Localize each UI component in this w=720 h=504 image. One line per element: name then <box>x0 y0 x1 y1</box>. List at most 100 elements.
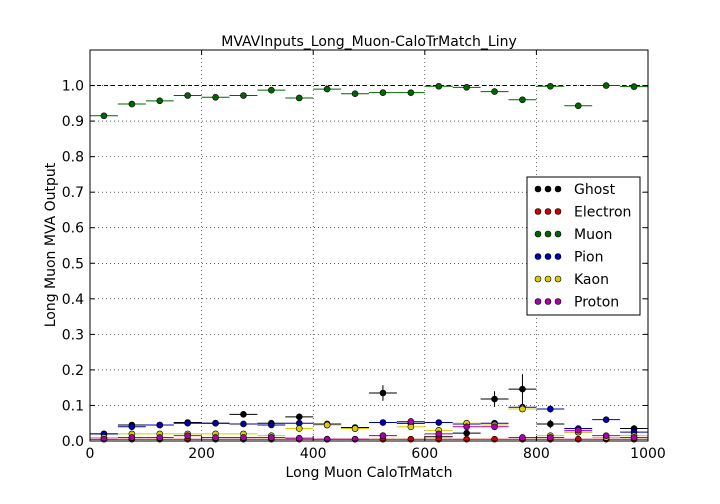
y-axis-label: Long Muon MVA Output <box>43 162 59 327</box>
data-point-pion <box>602 416 610 423</box>
legend-marker-pion <box>544 253 552 260</box>
data-point-proton <box>630 434 638 441</box>
data-point-pion <box>156 421 164 429</box>
legend-marker-proton <box>544 298 552 305</box>
x-tick-label: 1000 <box>630 446 666 462</box>
data-point-proton <box>212 434 219 441</box>
legend-marker-kaon <box>544 275 552 283</box>
data-point-ghost <box>295 413 303 421</box>
y-tick-label: 0.8 <box>62 150 84 166</box>
legend-marker-kaon <box>554 275 562 283</box>
data-point-proton <box>463 423 470 431</box>
data-point-ghost <box>463 429 470 437</box>
data-point-ghost <box>491 395 498 403</box>
legend-marker-ghost <box>554 185 562 193</box>
data-point-proton <box>519 434 526 441</box>
data-point-muon <box>463 84 470 91</box>
data-point-kaon <box>295 425 303 432</box>
y-tick-label: 0.4 <box>62 292 84 308</box>
data-point-proton <box>156 434 164 441</box>
series-muon <box>90 82 648 120</box>
data-point-pion <box>184 419 191 427</box>
y-tick-label: 0.9 <box>62 114 84 130</box>
data-point-muon <box>435 82 443 90</box>
data-point-proton <box>240 434 247 441</box>
data-point-pion <box>212 419 219 427</box>
data-point-proton <box>547 434 554 441</box>
x-tick-label: 200 <box>188 446 215 462</box>
legend-label-kaon: Kaon <box>574 272 609 288</box>
legend-marker-kaon <box>534 275 542 283</box>
data-point-proton <box>435 430 443 438</box>
legend-label-proton: Proton <box>574 295 619 311</box>
data-point-muon <box>184 92 191 99</box>
data-point-proton <box>268 434 275 441</box>
data-point-proton <box>602 432 610 439</box>
legend-marker-ghost <box>544 185 552 193</box>
data-point-muon <box>379 89 387 96</box>
data-point-pion <box>268 421 275 429</box>
y-tick-label: 0.3 <box>62 327 84 343</box>
legend-label-muon: Muon <box>574 227 612 243</box>
data-point-muon <box>212 93 219 101</box>
legend-label-pion: Pion <box>574 250 603 266</box>
data-point-muon <box>128 100 136 108</box>
data-point-muon <box>602 82 610 89</box>
data-point-muon <box>156 97 164 105</box>
data-point-muon <box>240 92 247 99</box>
y-tick-label: 1.0 <box>62 79 84 95</box>
data-point-muon <box>351 90 359 98</box>
legend-marker-electron <box>544 208 552 215</box>
data-point-ghost <box>240 411 247 418</box>
data-point-pion <box>128 423 136 431</box>
data-point-kaon <box>323 421 331 429</box>
axis-ticks: 0 200 400 600 800 1000 0.0 0.1 0.2 0.3 0.4 0.5 0.6 0.… <box>62 50 666 462</box>
data-point-proton <box>574 427 582 434</box>
legend-marker-muon <box>554 230 562 238</box>
y-tick-label: 0.5 <box>62 256 84 272</box>
data-point-pion <box>547 405 554 413</box>
data-point-pion <box>435 419 443 426</box>
legend-marker-electron <box>554 208 562 215</box>
data-point-muon <box>630 83 638 90</box>
legend-marker-proton <box>554 298 562 305</box>
data-point-pion <box>379 419 387 426</box>
legend-marker-muon <box>534 230 542 238</box>
data-point-pion <box>240 420 247 428</box>
data-point-proton <box>295 434 303 442</box>
data-point-muon <box>491 88 498 95</box>
legend-box <box>526 176 641 316</box>
legend-marker-pion <box>554 253 562 260</box>
data-point-muon <box>268 86 275 94</box>
data-point-muon <box>323 85 331 93</box>
legend: Ghost Electron Muon Pion Kaon Proton <box>526 176 641 316</box>
data-point-proton <box>184 432 191 439</box>
data-point-ghost <box>547 420 554 428</box>
data-point-muon <box>100 112 108 120</box>
legend-marker-electron <box>534 208 542 215</box>
legend-marker-pion <box>534 253 542 260</box>
data-point-muon <box>574 102 582 110</box>
y-tick-label: 0.6 <box>62 221 84 237</box>
data-point-proton <box>491 423 498 431</box>
y-tick-label: 0.2 <box>62 363 84 379</box>
legend-marker-proton <box>534 298 542 305</box>
y-tick-label: 0.0 <box>62 434 84 450</box>
plot-frame <box>89 49 649 442</box>
x-tick-label: 600 <box>411 446 438 462</box>
x-tick-label: 400 <box>300 446 327 462</box>
chart-title: MVAVInputs_Long_Muon-CaloTrMatch_Liny <box>221 34 517 50</box>
data-point-ghost <box>379 389 387 397</box>
data-point-muon <box>519 96 526 104</box>
x-tick-label: 800 <box>523 446 550 462</box>
data-point-proton <box>407 418 415 425</box>
data-point-proton <box>128 434 136 441</box>
legend-label-ghost: Ghost <box>574 182 616 198</box>
data-point-muon <box>407 89 415 96</box>
data-point-muon <box>295 94 303 102</box>
legend-marker-muon <box>544 230 552 238</box>
data-point-kaon <box>519 405 526 413</box>
data-point-proton <box>379 432 387 439</box>
x-tick-label: 0 <box>86 446 95 462</box>
